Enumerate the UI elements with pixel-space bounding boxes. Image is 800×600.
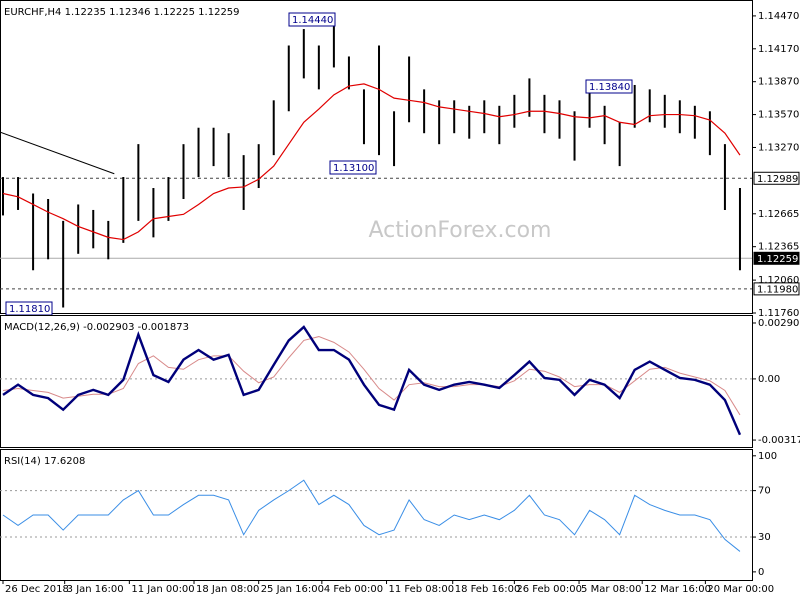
panel-frame xyxy=(0,0,753,314)
price-label: 1.12259 xyxy=(757,254,798,265)
panel-title: RSI(14) 17.6208 xyxy=(4,456,85,467)
y-tick-label: -0.003179 xyxy=(758,435,800,446)
y-tick-label: 0.002907 xyxy=(758,318,800,329)
y-tick-label: 1.12365 xyxy=(758,242,799,253)
watermark: ActionForex.com xyxy=(369,218,552,243)
macd-line xyxy=(2,325,742,436)
annotation-box xyxy=(585,79,633,94)
annotation: 1.13840 xyxy=(589,82,630,93)
x-tick-label: 18 Feb 16:00 xyxy=(455,584,521,595)
x-tick-label: 11 Jan 00:00 xyxy=(131,584,194,595)
x-tick-label: 12 Mar 16:00 xyxy=(644,584,711,595)
x-tick-label: 26 Dec 2018 xyxy=(5,584,69,595)
y-tick-label: 1.14470 xyxy=(758,11,799,22)
x-tick-label: 25 Jan 16:00 xyxy=(261,584,324,595)
y-tick-label: 70 xyxy=(758,486,771,497)
x-tick-label: 20 Mar 00:00 xyxy=(707,584,774,595)
annotation: 1.13100 xyxy=(333,163,374,174)
y-tick-label: 1.12665 xyxy=(758,209,799,220)
moving-average xyxy=(2,83,741,241)
y-tick-label: 0.00 xyxy=(758,374,780,385)
x-tick-label: 11 Feb 08:00 xyxy=(389,584,455,595)
panel-frame xyxy=(0,449,753,581)
annotation: 1.14440 xyxy=(292,15,333,26)
price-label-box xyxy=(753,171,800,185)
y-tick-label: 1.13570 xyxy=(758,110,799,121)
rsi-line xyxy=(2,479,741,552)
x-tick-label: 18 Jan 08:00 xyxy=(196,584,259,595)
y-tick-label: 0 xyxy=(758,567,764,578)
y-tick-label: 1.14170 xyxy=(758,44,799,55)
y-tick-label: 1.13870 xyxy=(758,77,799,88)
x-tick-label: 4 Feb 00:00 xyxy=(324,584,383,595)
price-label-box xyxy=(753,251,800,265)
panel-title: MACD(12,26,9) -0.002903 -0.001873 xyxy=(4,322,189,333)
y-tick-label: 100 xyxy=(758,451,777,462)
trendline xyxy=(0,131,115,175)
panel-frame xyxy=(0,315,753,448)
price-label: 1.12989 xyxy=(757,174,798,185)
price-label-box xyxy=(753,282,800,296)
annotation-box xyxy=(288,12,336,27)
annotation: 1.11810 xyxy=(9,304,50,315)
macd-signal xyxy=(2,336,741,416)
y-tick-label: 1.11760 xyxy=(758,308,799,319)
x-tick-label: 5 Mar 08:00 xyxy=(581,584,641,595)
y-tick-label: 1.12060 xyxy=(758,275,799,286)
x-tick-label: 26 Feb 00:00 xyxy=(516,584,582,595)
annotation-box xyxy=(329,160,377,175)
panel-title: EURCHF,H4 1.12235 1.12346 1.12225 1.1225… xyxy=(4,7,240,18)
y-tick-label: 30 xyxy=(758,532,771,543)
x-tick-label: 3 Jan 16:00 xyxy=(67,584,124,595)
price-label: 1.11980 xyxy=(757,284,798,295)
y-tick-label: 1.13270 xyxy=(758,142,799,153)
